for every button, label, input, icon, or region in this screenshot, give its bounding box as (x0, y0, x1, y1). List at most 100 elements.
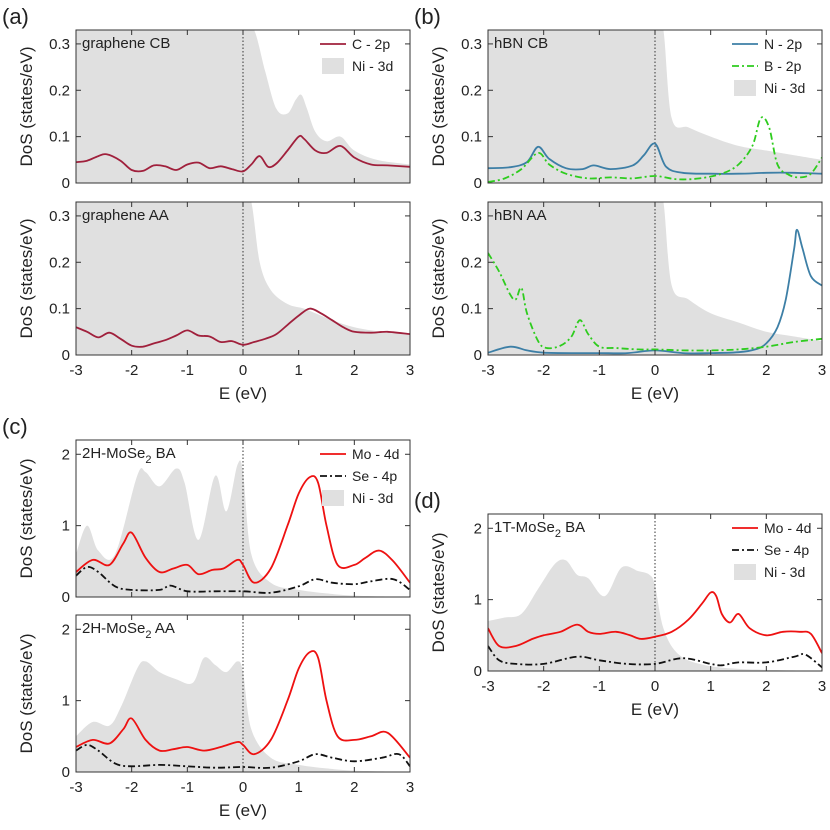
series-line-b-2p (488, 252, 822, 352)
panel-letter-c: (c) (2, 414, 28, 439)
x-tick-label: 1 (294, 362, 302, 379)
series-line-se-4p (76, 743, 410, 769)
legend-label: Ni - 3d (352, 490, 393, 506)
panel-title-suffix: BA (561, 519, 585, 536)
y-tick-label: 1 (62, 693, 70, 710)
y-tick-label: 1 (474, 592, 482, 609)
legend-swatch-fill (734, 80, 756, 96)
y-axis-label: DoS (states/eV) (17, 219, 36, 339)
chart-panels: 0 0.1 0.2 0.3 DoS (states/eV) graphene CB C - … (17, 29, 826, 820)
chart-a-bottom: 0 0.1 0.2 0.3 -3 -2 -1 0 1 2 3 E (eV) DoS (states/eV… (17, 201, 414, 403)
x-tick-label: 3 (818, 362, 826, 379)
x-tick-label: -2 (537, 362, 550, 379)
y-axis-label: DoS (states/eV) (429, 47, 448, 167)
x-tick-label: -1 (593, 362, 606, 379)
panel-title: hBN CB (494, 35, 548, 52)
panel-title-main: graphene AA (82, 207, 169, 224)
legend: Mo - 4d Se - 4p Ni - 3d (732, 520, 811, 580)
y-axis-label: DoS (states/eV) (17, 634, 36, 754)
ni-3d-fill-area (76, 202, 410, 355)
ni-3d-fill-area (488, 30, 822, 183)
x-axis-label: E (eV) (219, 384, 267, 403)
panel-title-main: 2H-MoSe (82, 445, 145, 462)
legend-label: Ni - 3d (352, 58, 393, 74)
series-line-se-4p (76, 566, 410, 594)
x-tick-label: -1 (593, 678, 606, 695)
panel-letter-b: (b) (414, 4, 441, 29)
x-tick-label: 2 (762, 362, 770, 379)
legend-label: Mo - 4d (352, 446, 399, 462)
panel-letter-d: (d) (414, 488, 441, 513)
ni-3d-fill-area (76, 30, 410, 183)
chart-c-bottom: 0 1 2 -3 -2 -1 0 1 2 3 E (eV) DoS (states/eV) 2H-MoS… (17, 614, 414, 820)
y-tick-label: 0.1 (49, 301, 70, 318)
x-tick-label: 3 (406, 779, 414, 796)
x-tick-label: 0 (651, 678, 659, 695)
panel-title: 2H-MoSe2 BA (82, 445, 176, 466)
y-tick-label: 2 (62, 446, 70, 463)
series-line-n-2p (488, 142, 822, 175)
y-tick-label: 0.2 (49, 254, 70, 271)
legend-swatch-fill (322, 58, 344, 74)
panel-title: graphene CB (82, 35, 170, 52)
y-tick-label: 0.2 (49, 82, 70, 99)
panel-title: graphene AA (82, 207, 169, 224)
panel-title-main: 2H-MoSe (82, 620, 145, 637)
panel-letter-a: (a) (2, 4, 29, 29)
y-tick-label: 0 (62, 764, 70, 781)
y-tick-label: 0 (474, 175, 482, 192)
x-tick-label: -3 (481, 362, 494, 379)
y-axis-label: DoS (states/eV) (17, 459, 36, 579)
panel-title-suffix: AA (151, 620, 174, 637)
y-tick-label: 0 (62, 589, 70, 606)
x-tick-label: 3 (406, 362, 414, 379)
y-tick-label: 0 (474, 347, 482, 364)
series-line-n-2p (488, 228, 822, 355)
legend-label: Mo - 4d (764, 520, 811, 536)
series-line-mo-4d (76, 650, 410, 759)
x-tick-label: 1 (706, 362, 714, 379)
ni-3d-fill-area (76, 657, 410, 772)
x-tick-label: -2 (125, 779, 138, 796)
y-tick-label: 0.1 (49, 129, 70, 146)
x-tick-label: -1 (181, 779, 194, 796)
y-axis-label: DoS (states/eV) (429, 219, 448, 339)
y-tick-label: 0.2 (461, 82, 482, 99)
series-line-mo-4d (76, 475, 410, 584)
legend: N - 2p B - 2p Ni - 3d (732, 36, 805, 96)
legend-label: N - 2p (764, 36, 802, 52)
y-tick-label: 0 (62, 175, 70, 192)
y-tick-label: 0.1 (461, 301, 482, 318)
chart-b-bottom: 0 0.1 0.2 0.3 -3 -2 -1 0 1 2 3 E (eV) DoS (states/eV… (429, 201, 826, 403)
chart-b-top: 0 0.1 0.2 0.3 DoS (states/eV) hBN CB N - 2p B -… (429, 29, 823, 192)
panel-title-suffix: BA (151, 445, 175, 462)
x-tick-label: 1 (294, 779, 302, 796)
y-tick-label: 2 (474, 520, 482, 537)
y-tick-label: 0.2 (461, 254, 482, 271)
legend-swatch-fill (734, 564, 756, 580)
x-tick-label: -2 (537, 678, 550, 695)
y-axis-label: DoS (states/eV) (17, 47, 36, 167)
x-tick-label: 1 (706, 678, 714, 695)
x-tick-label: -3 (481, 678, 494, 695)
legend: C - 2p Ni - 3d (320, 36, 393, 74)
x-tick-label: 3 (818, 678, 826, 695)
panel-title-subscript: 2 (145, 629, 151, 641)
panel-title-subscript: 2 (555, 528, 561, 540)
legend-label: C - 2p (352, 36, 390, 52)
x-tick-label: -3 (69, 779, 82, 796)
x-tick-label: 0 (239, 779, 247, 796)
x-tick-label: -3 (69, 362, 82, 379)
legend-swatch-fill (322, 490, 344, 506)
panel-title-main: hBN CB (494, 35, 548, 52)
x-tick-label: 0 (651, 362, 659, 379)
x-axis-label: E (eV) (631, 700, 679, 719)
series-line-c-2p (76, 307, 410, 348)
panel-title-main: 1T-MoSe (494, 519, 555, 536)
y-axis-label: DoS (states/eV) (429, 533, 448, 653)
panel-title-subscript: 2 (145, 454, 151, 466)
panel-title: 2H-MoSe2 AA (82, 620, 175, 641)
y-tick-label: 2 (62, 621, 70, 638)
